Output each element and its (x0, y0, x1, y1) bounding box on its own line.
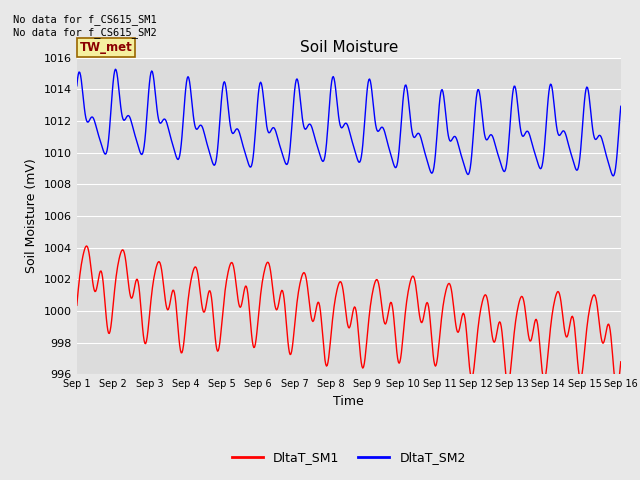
Y-axis label: Soil Moisture (mV): Soil Moisture (mV) (25, 158, 38, 274)
Text: No data for f_CS615_SM1
No data for f_CS615_SM2: No data for f_CS615_SM1 No data for f_CS… (13, 14, 157, 38)
Legend: DltaT_SM1, DltaT_SM2: DltaT_SM1, DltaT_SM2 (227, 446, 471, 469)
Title: Soil Moisture: Soil Moisture (300, 40, 398, 55)
X-axis label: Time: Time (333, 395, 364, 408)
Text: TW_met: TW_met (79, 41, 132, 54)
